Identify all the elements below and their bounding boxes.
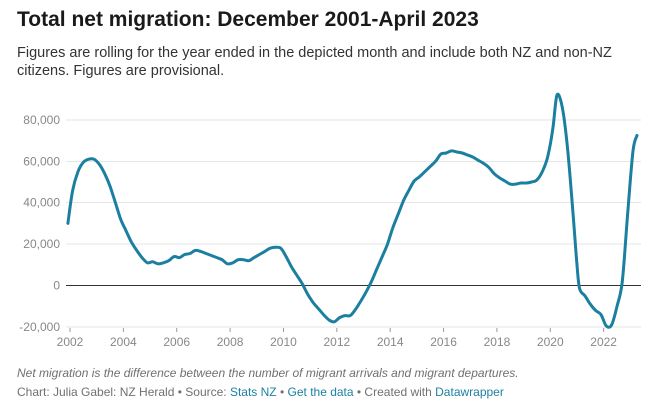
x-tick-label: 2014 [377, 335, 404, 349]
x-tick-label: 2010 [270, 335, 297, 349]
byline-prefix: Chart: Julia Gabel: NZ Herald • Source: [17, 385, 230, 399]
x-tick-label: 2018 [484, 335, 511, 349]
byline-separator: • [276, 385, 288, 399]
y-tick-label: -20,000 [19, 320, 60, 334]
y-tick-label: 20,000 [23, 237, 60, 251]
source-link[interactable]: Stats NZ [229, 385, 277, 399]
get-the-data-link[interactable]: Get the data [287, 385, 354, 399]
y-tick-label: 40,000 [23, 196, 60, 210]
y-tick-label: 60,000 [23, 154, 60, 168]
net-migration-line [66, 92, 639, 329]
gridlines [66, 119, 641, 328]
y-axis-tick-labels: -20,000 0 20,000 40,000 60,000 80,000 [19, 113, 60, 334]
datawrapper-link[interactable]: Datawrapper [435, 385, 504, 399]
chart-subtitle: Figures are rolling for the year ended i… [17, 45, 612, 79]
x-tick-label: 2008 [217, 335, 244, 349]
x-tick-label: 2020 [537, 335, 564, 349]
chart-title: Total net migration: December 2001-April… [17, 8, 479, 31]
created-with-text: • Created with [353, 385, 436, 399]
chart-byline: Chart: Julia Gabel: NZ Herald • Source: … [17, 385, 504, 399]
y-tick-label: 0 [53, 279, 60, 293]
x-tick-label: 2006 [163, 335, 190, 349]
x-tick-label: 2016 [430, 335, 457, 349]
x-tick-label: 2012 [323, 335, 350, 349]
x-tick-label: 2002 [57, 335, 84, 349]
x-tick-label: 2022 [590, 335, 617, 349]
y-tick-label: 80,000 [23, 113, 60, 127]
x-tick-label: 2004 [110, 335, 137, 349]
x-axis: 2002 2004 2006 2008 2010 2012 2014 2016 2018 2020… [57, 328, 617, 349]
chart-notes: Net migration is the difference between … [17, 366, 519, 380]
